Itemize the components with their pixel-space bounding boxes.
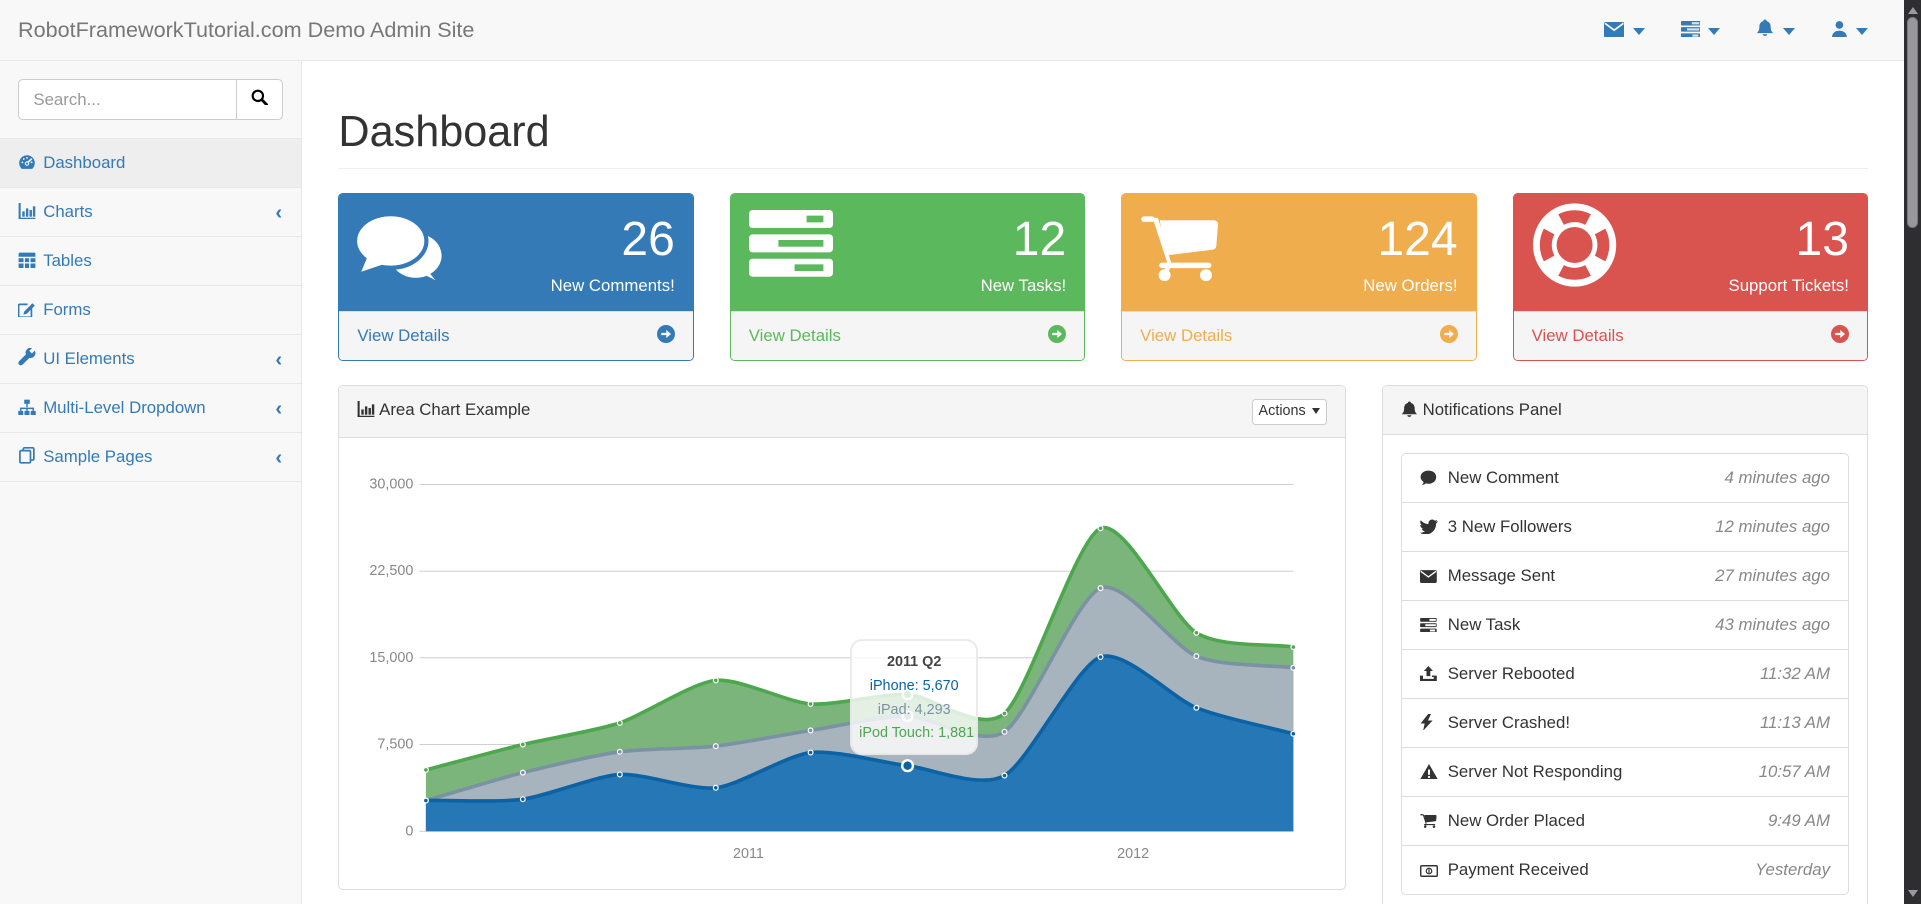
- svg-text:22,500: 22,500: [370, 563, 414, 579]
- svg-text:15,000: 15,000: [370, 650, 414, 666]
- svg-text:2011: 2011: [733, 846, 764, 862]
- svg-text:7,500: 7,500: [378, 736, 414, 752]
- svg-text:30,000: 30,000: [370, 476, 414, 492]
- svg-text:0: 0: [406, 823, 414, 839]
- svg-text:2012: 2012: [1118, 846, 1150, 862]
